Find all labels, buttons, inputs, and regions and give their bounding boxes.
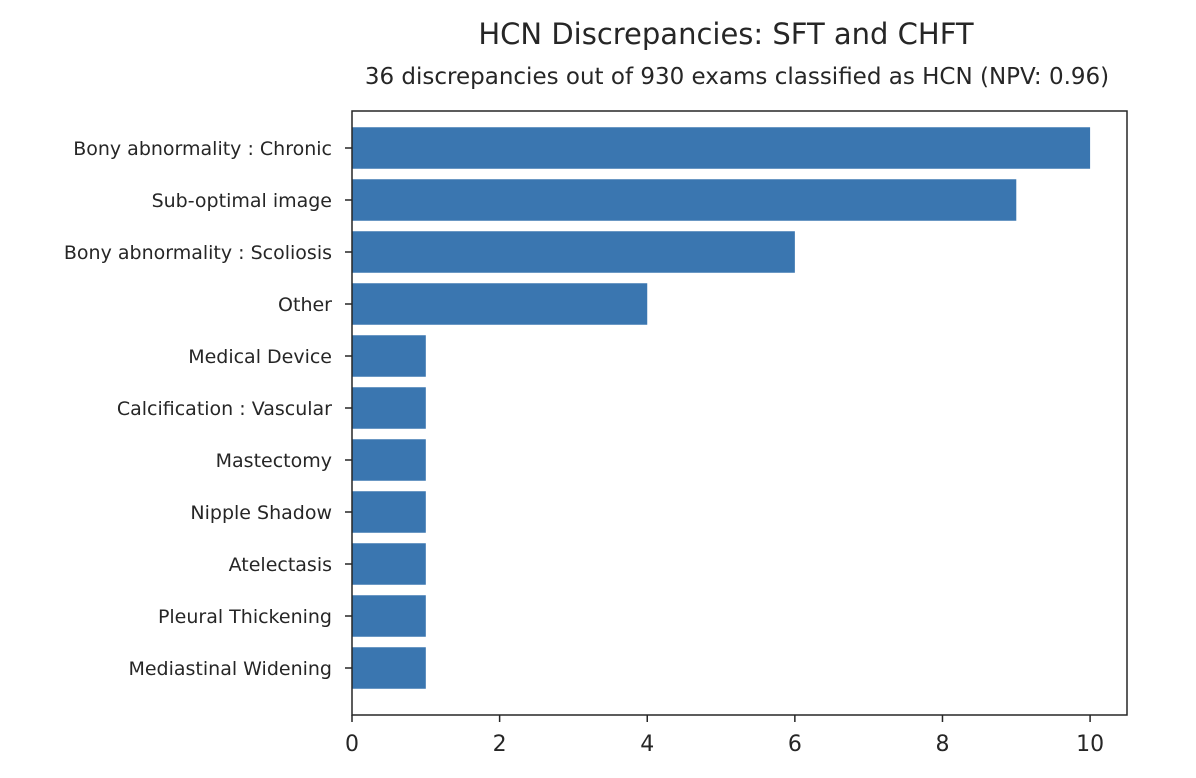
y-tick-label: Mediastinal Widening — [128, 658, 332, 680]
bar — [352, 387, 426, 429]
y-tick-label: Bony abnormality : Scoliosis — [64, 242, 332, 264]
y-tick-label: Pleural Thickening — [158, 606, 332, 628]
plot-frame — [351, 110, 1128, 716]
x-tick-label: 2 — [493, 732, 507, 757]
bars-group — [352, 127, 1091, 689]
bar — [352, 595, 426, 637]
y-axis: Bony abnormality : Chronic Sub-optimal im… — [64, 138, 352, 680]
y-tick-label: Calcification : Vascular — [117, 398, 332, 420]
y-tick-label: Bony abnormality : Chronic — [73, 138, 332, 160]
y-tick-label: Mastectomy — [216, 450, 332, 472]
x-tick-label: 4 — [640, 732, 654, 757]
bar — [352, 543, 426, 585]
chart-subtitle: 36 discrepancies out of 930 exams classi… — [365, 64, 1109, 90]
bar — [352, 335, 426, 377]
bar — [352, 491, 426, 533]
y-tick-label: Atelectasis — [229, 554, 332, 576]
x-tick-label: 8 — [935, 732, 949, 757]
bar — [352, 283, 648, 325]
y-tick-label: Other — [278, 294, 332, 316]
bar — [352, 127, 1091, 169]
bar — [352, 179, 1017, 221]
chart-title: HCN Discrepancies: SFT and CHFT — [478, 17, 974, 51]
bar — [352, 231, 795, 273]
x-tick-label: 10 — [1076, 732, 1104, 757]
bar — [352, 439, 426, 481]
y-tick-label: Sub-optimal image — [152, 190, 332, 212]
y-tick-label: Nipple Shadow — [190, 502, 332, 524]
x-tick-label: 0 — [345, 732, 359, 757]
bar — [352, 647, 426, 689]
x-axis: 0 2 4 6 8 10 — [345, 715, 1104, 757]
y-tick-label: Medical Device — [188, 346, 332, 368]
x-tick-label: 6 — [788, 732, 802, 757]
